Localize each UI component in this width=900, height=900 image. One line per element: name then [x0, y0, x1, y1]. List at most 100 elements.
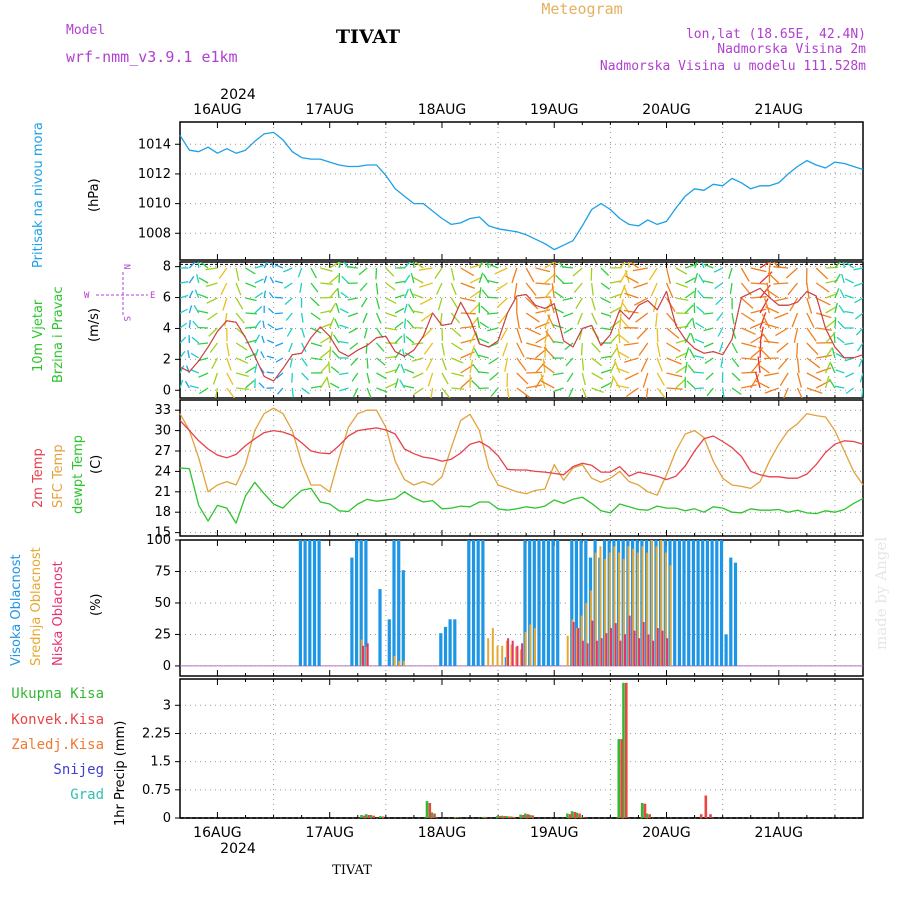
credit: made by Angel — [872, 537, 890, 650]
wind-vector — [286, 327, 293, 337]
cloud-high-bar — [696, 540, 700, 666]
wind-vector — [300, 312, 304, 323]
wind-vector — [704, 357, 714, 364]
precip-conv-bar — [498, 816, 502, 818]
wind-vector — [562, 312, 574, 318]
compass-north: N — [121, 264, 131, 269]
cloud-high-bar — [528, 540, 532, 666]
wind-vector — [478, 287, 482, 299]
cloud-mid-bar — [585, 603, 588, 666]
wind-vector — [291, 387, 294, 398]
cloud-high-bar — [691, 540, 695, 666]
wind-vector — [841, 273, 845, 284]
wind-vector — [640, 357, 649, 372]
date-label-bottom: 16AUG — [193, 825, 242, 841]
wind-vector — [828, 378, 836, 389]
wind-vector — [450, 282, 457, 296]
cloud-high-bar — [303, 540, 307, 666]
wind-vector — [764, 323, 779, 329]
precip-conv-bar — [428, 803, 432, 818]
wind-vector — [196, 274, 200, 284]
wind-vector — [375, 342, 385, 352]
wind-vector — [552, 372, 564, 376]
wind-vector — [180, 322, 188, 329]
wind-vector — [198, 372, 209, 378]
wind-vector — [706, 387, 714, 397]
wind-vector — [696, 306, 705, 314]
cloud-mid-bar — [571, 619, 574, 666]
precip-conv-bar — [573, 812, 577, 818]
wind-vector — [394, 294, 405, 299]
wind-vector — [824, 361, 832, 374]
wind-vector — [731, 342, 738, 354]
wind-vector — [310, 357, 323, 361]
wind-vector — [188, 276, 195, 284]
wind-vector — [206, 297, 218, 304]
cloud-low-bar — [647, 634, 650, 666]
wind-vector — [254, 363, 258, 374]
cloud-mid-bar — [501, 645, 504, 666]
wind-vector — [320, 336, 332, 344]
wind-vector — [496, 297, 508, 308]
wind-vector — [413, 387, 424, 396]
wind-vector — [757, 346, 770, 359]
wind-vector — [310, 385, 323, 389]
cloud-high-bar — [476, 540, 480, 666]
wind-vector — [844, 310, 854, 314]
wind-vector — [825, 319, 836, 329]
wind-vector — [209, 342, 218, 353]
wind-vector — [319, 363, 330, 374]
cloud-low-bar — [572, 621, 575, 666]
precip-conv-bar — [381, 816, 385, 818]
wind-vector — [750, 373, 760, 389]
cloud-mid-bar — [636, 552, 639, 666]
cloud-unit: (%) — [89, 594, 104, 617]
cloud-low-bar — [610, 628, 612, 666]
wind-vector — [516, 372, 529, 385]
wind-vector — [412, 262, 415, 269]
wind-border — [179, 261, 864, 399]
temp-2m-line — [179, 419, 864, 481]
wind-vector — [713, 267, 723, 273]
cloud-mid-bar — [393, 655, 396, 666]
wind-vector — [245, 380, 255, 389]
precip-conv-bar — [709, 814, 712, 818]
wind-vector — [834, 262, 841, 269]
wind-vector — [656, 387, 667, 398]
wind-vector — [350, 357, 359, 366]
wind-vector — [347, 266, 358, 269]
wind-vector — [339, 387, 349, 392]
wind-vector — [326, 376, 331, 389]
wind-vector — [806, 312, 815, 328]
wind-vector — [329, 262, 340, 269]
date-label-top: 21AUG — [755, 102, 804, 118]
wind-vector — [343, 262, 349, 269]
wind-vector — [394, 307, 405, 314]
wind-vector — [450, 342, 463, 351]
wind-ytick-label: 8 — [163, 260, 171, 275]
wind-vector — [694, 338, 705, 344]
wind-vector — [320, 267, 333, 272]
wind-vector — [375, 312, 382, 324]
wind-vector — [274, 280, 284, 284]
wind-vector — [806, 387, 823, 394]
wind-vector — [188, 262, 196, 269]
wind-vector — [274, 312, 283, 315]
wind-vector — [352, 387, 359, 398]
wind-vector — [425, 357, 434, 371]
wind-vector — [636, 327, 649, 340]
wind-vector — [624, 357, 639, 363]
wind-vector — [525, 297, 539, 310]
wind-vector — [310, 297, 320, 307]
wind-vector — [180, 336, 187, 344]
cloud-high-bar — [705, 540, 709, 666]
wind-vector — [348, 327, 359, 334]
wind-vector — [665, 282, 674, 299]
wind-vector — [652, 297, 658, 312]
wind-vector — [422, 327, 434, 339]
wind-vector — [806, 282, 810, 300]
date-label-top: 18AUG — [418, 102, 467, 118]
wind-vector — [547, 314, 555, 329]
cloud-mid-bar — [641, 546, 644, 666]
wind-vector — [267, 323, 274, 329]
